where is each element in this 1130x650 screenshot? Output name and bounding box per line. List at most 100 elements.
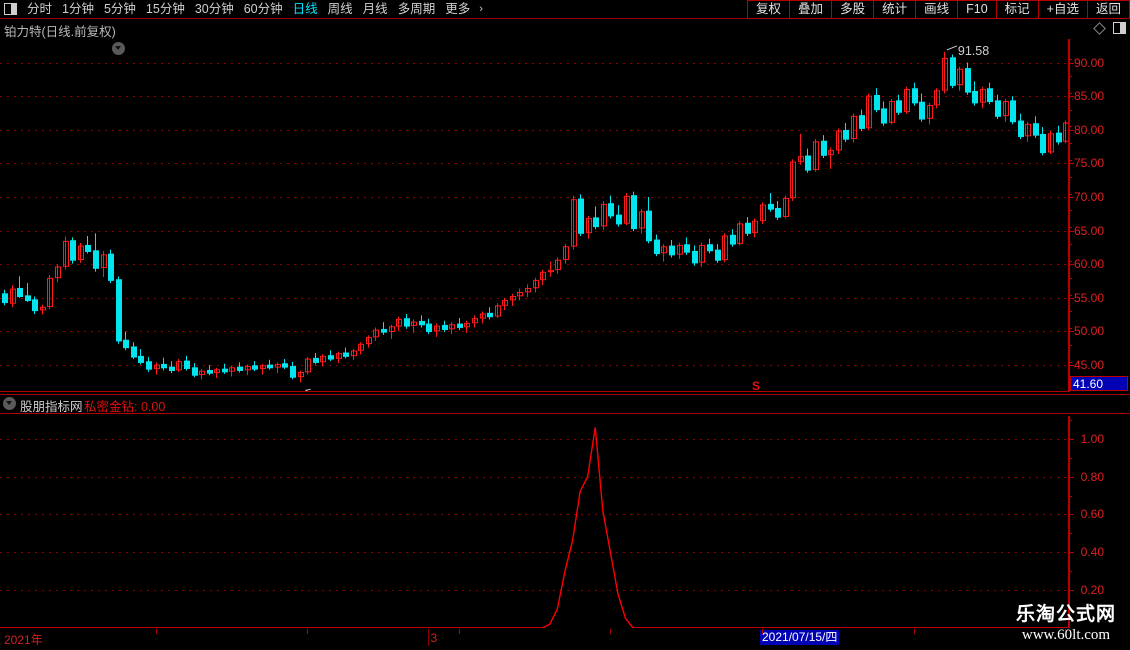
price-axis-label: 45.00 xyxy=(1073,358,1104,373)
high-price-annotation: 91.58 xyxy=(957,43,990,58)
price-axis-minor-tick xyxy=(1069,177,1072,178)
date-axis-minor-tick xyxy=(610,629,611,634)
divider-bottom xyxy=(0,413,1130,414)
price-axis-minor-tick xyxy=(1069,311,1072,312)
price-axis-tick xyxy=(1069,163,1074,164)
indicator-name-value: 私密金钻: 0.00 xyxy=(84,400,166,414)
date-axis-major-tick xyxy=(428,629,429,646)
indicator-axis-minor-tick xyxy=(1069,420,1072,421)
indicator-axis-tick xyxy=(1069,477,1074,478)
price-chart-pane[interactable]: 91.58 42.44 S xyxy=(0,39,1069,392)
indicator-axis-label: 0.60 xyxy=(1080,507,1104,522)
date-axis: 2021/07/15/四 2021年345678 xyxy=(0,629,1130,650)
price-axis-minor-tick xyxy=(1069,379,1072,380)
timeframe-60min[interactable]: 60分钟 xyxy=(243,1,283,16)
timeframe-more[interactable]: 更多 xyxy=(445,1,471,16)
chart-title-bar: 铂力特(日线.前复权) xyxy=(0,19,1130,55)
price-axis-tick xyxy=(1069,331,1074,332)
price-axis-tick xyxy=(1069,264,1074,265)
stock-title: 铂力特(日线.前复权) xyxy=(4,25,116,39)
indicator-axis-label: 0.80 xyxy=(1080,469,1104,484)
chevron-down-circle-icon[interactable] xyxy=(112,42,125,55)
price-axis-minor-tick xyxy=(1069,76,1072,77)
price-axis-tick xyxy=(1069,298,1074,299)
toolbar-right-group: 复权 叠加 多股 统计 画线 F10 标记 +自选 返回 xyxy=(747,0,1130,19)
price-axis-label: 55.00 xyxy=(1073,290,1104,305)
indicator-owner-label: 股朋指标网 xyxy=(20,400,83,414)
date-axis-label: 3 xyxy=(430,631,438,645)
indicator-axis: 1.00 0.80 0.60 0.40 0.20 xyxy=(1069,416,1130,628)
price-axis-tick xyxy=(1069,197,1074,198)
date-axis-label: 2021年 xyxy=(4,633,43,647)
date-axis-minor-tick xyxy=(1065,629,1066,634)
date-axis-minor-tick xyxy=(307,629,308,634)
timeframe-15min[interactable]: 15分钟 xyxy=(145,1,185,16)
price-axis-minor-tick xyxy=(1069,261,1072,262)
price-axis-minor-tick xyxy=(1069,227,1072,228)
sell-signal-marker: S xyxy=(752,379,761,392)
date-axis-minor-tick xyxy=(459,629,460,634)
top-toolbar: 分时 1分钟 5分钟 15分钟 30分钟 60分钟 日线 周线 月线 多周期 更… xyxy=(0,0,1130,19)
button-tongji[interactable]: 统计 xyxy=(873,0,916,19)
chevron-right-icon[interactable]: › xyxy=(479,2,483,15)
indicator-axis-minor-tick xyxy=(1069,458,1072,459)
last-price-badge: 41.60 xyxy=(1070,376,1128,391)
price-axis-minor-tick xyxy=(1069,126,1072,127)
date-crosshair-badge: 2021/07/15/四 xyxy=(760,630,840,645)
button-add-favorite[interactable]: +自选 xyxy=(1037,0,1087,19)
price-axis-label: 80.00 xyxy=(1073,122,1104,137)
timeframe-5min[interactable]: 5分钟 xyxy=(103,1,136,16)
price-axis-tick xyxy=(1069,63,1074,64)
button-return[interactable]: 返回 xyxy=(1086,0,1130,19)
timeframe-weekly[interactable]: 周线 xyxy=(327,1,353,16)
price-axis-minor-tick xyxy=(1069,295,1072,296)
price-axis-label: 75.00 xyxy=(1073,156,1104,171)
price-axis-tick xyxy=(1069,365,1074,366)
price-axis-minor-tick xyxy=(1069,345,1072,346)
indicator-axis-tick xyxy=(1069,514,1074,515)
price-axis-label: 50.00 xyxy=(1073,324,1104,339)
price-axis-minor-tick xyxy=(1069,59,1072,60)
indicator-axis-tick xyxy=(1069,590,1074,591)
button-fuquan[interactable]: 复权 xyxy=(747,0,790,19)
indicator-header: 股朋指标网 私密金钻: 0.00 xyxy=(0,394,1130,414)
price-axis-minor-tick xyxy=(1069,93,1072,94)
candlestick-canvas xyxy=(0,45,1068,392)
timeframe-monthly[interactable]: 月线 xyxy=(362,1,388,16)
timeframe-1min[interactable]: 1分钟 xyxy=(62,1,94,16)
timeframe-fenshi[interactable]: 分时 xyxy=(27,1,53,16)
divider-top xyxy=(0,394,1130,395)
price-axis-minor-tick xyxy=(1069,362,1072,363)
timeframe-multi[interactable]: 多周期 xyxy=(397,1,436,16)
chevron-down-circle-icon[interactable] xyxy=(3,397,16,410)
title-right-icons xyxy=(1093,21,1126,35)
indicator-axis-tick xyxy=(1069,552,1074,553)
price-axis-tick xyxy=(1069,96,1074,97)
price-axis-label: 90.00 xyxy=(1073,55,1104,70)
indicator-chart-pane[interactable] xyxy=(0,416,1069,628)
indicator-axis-minor-tick xyxy=(1069,496,1072,497)
indicator-axis-label: 1.00 xyxy=(1080,431,1104,446)
split-panel-icon[interactable] xyxy=(1113,22,1126,34)
button-huaxian[interactable]: 画线 xyxy=(915,0,958,19)
price-axis: 41.60 90.00 85.00 80.00 75.00 70.00 65.00 60.0… xyxy=(1069,39,1130,392)
timeframe-group: 分时 1分钟 5分钟 15分钟 30分钟 60分钟 日线 周线 月线 多周期 更… xyxy=(0,0,487,19)
button-biaoji[interactable]: 标记 xyxy=(995,0,1038,19)
price-axis-tick xyxy=(1069,130,1074,131)
button-duogu[interactable]: 多股 xyxy=(831,0,874,19)
price-axis-minor-tick xyxy=(1069,110,1072,111)
date-axis-minor-tick xyxy=(156,629,157,634)
timeframe-30min[interactable]: 30分钟 xyxy=(194,1,234,16)
indicator-canvas xyxy=(0,427,1068,628)
price-axis-label: 85.00 xyxy=(1073,89,1104,104)
timeframe-daily[interactable]: 日线 xyxy=(292,1,318,16)
indicator-axis-tick xyxy=(1069,439,1074,440)
price-axis-minor-tick xyxy=(1069,278,1072,279)
price-axis-minor-tick xyxy=(1069,143,1072,144)
diamond-icon[interactable] xyxy=(1093,21,1106,35)
button-diejia[interactable]: 叠加 xyxy=(789,0,832,19)
date-axis-minor-tick xyxy=(762,629,763,634)
split-panel-icon[interactable] xyxy=(4,3,17,15)
indicator-axis-minor-tick xyxy=(1069,571,1072,572)
button-f10[interactable]: F10 xyxy=(957,0,996,19)
